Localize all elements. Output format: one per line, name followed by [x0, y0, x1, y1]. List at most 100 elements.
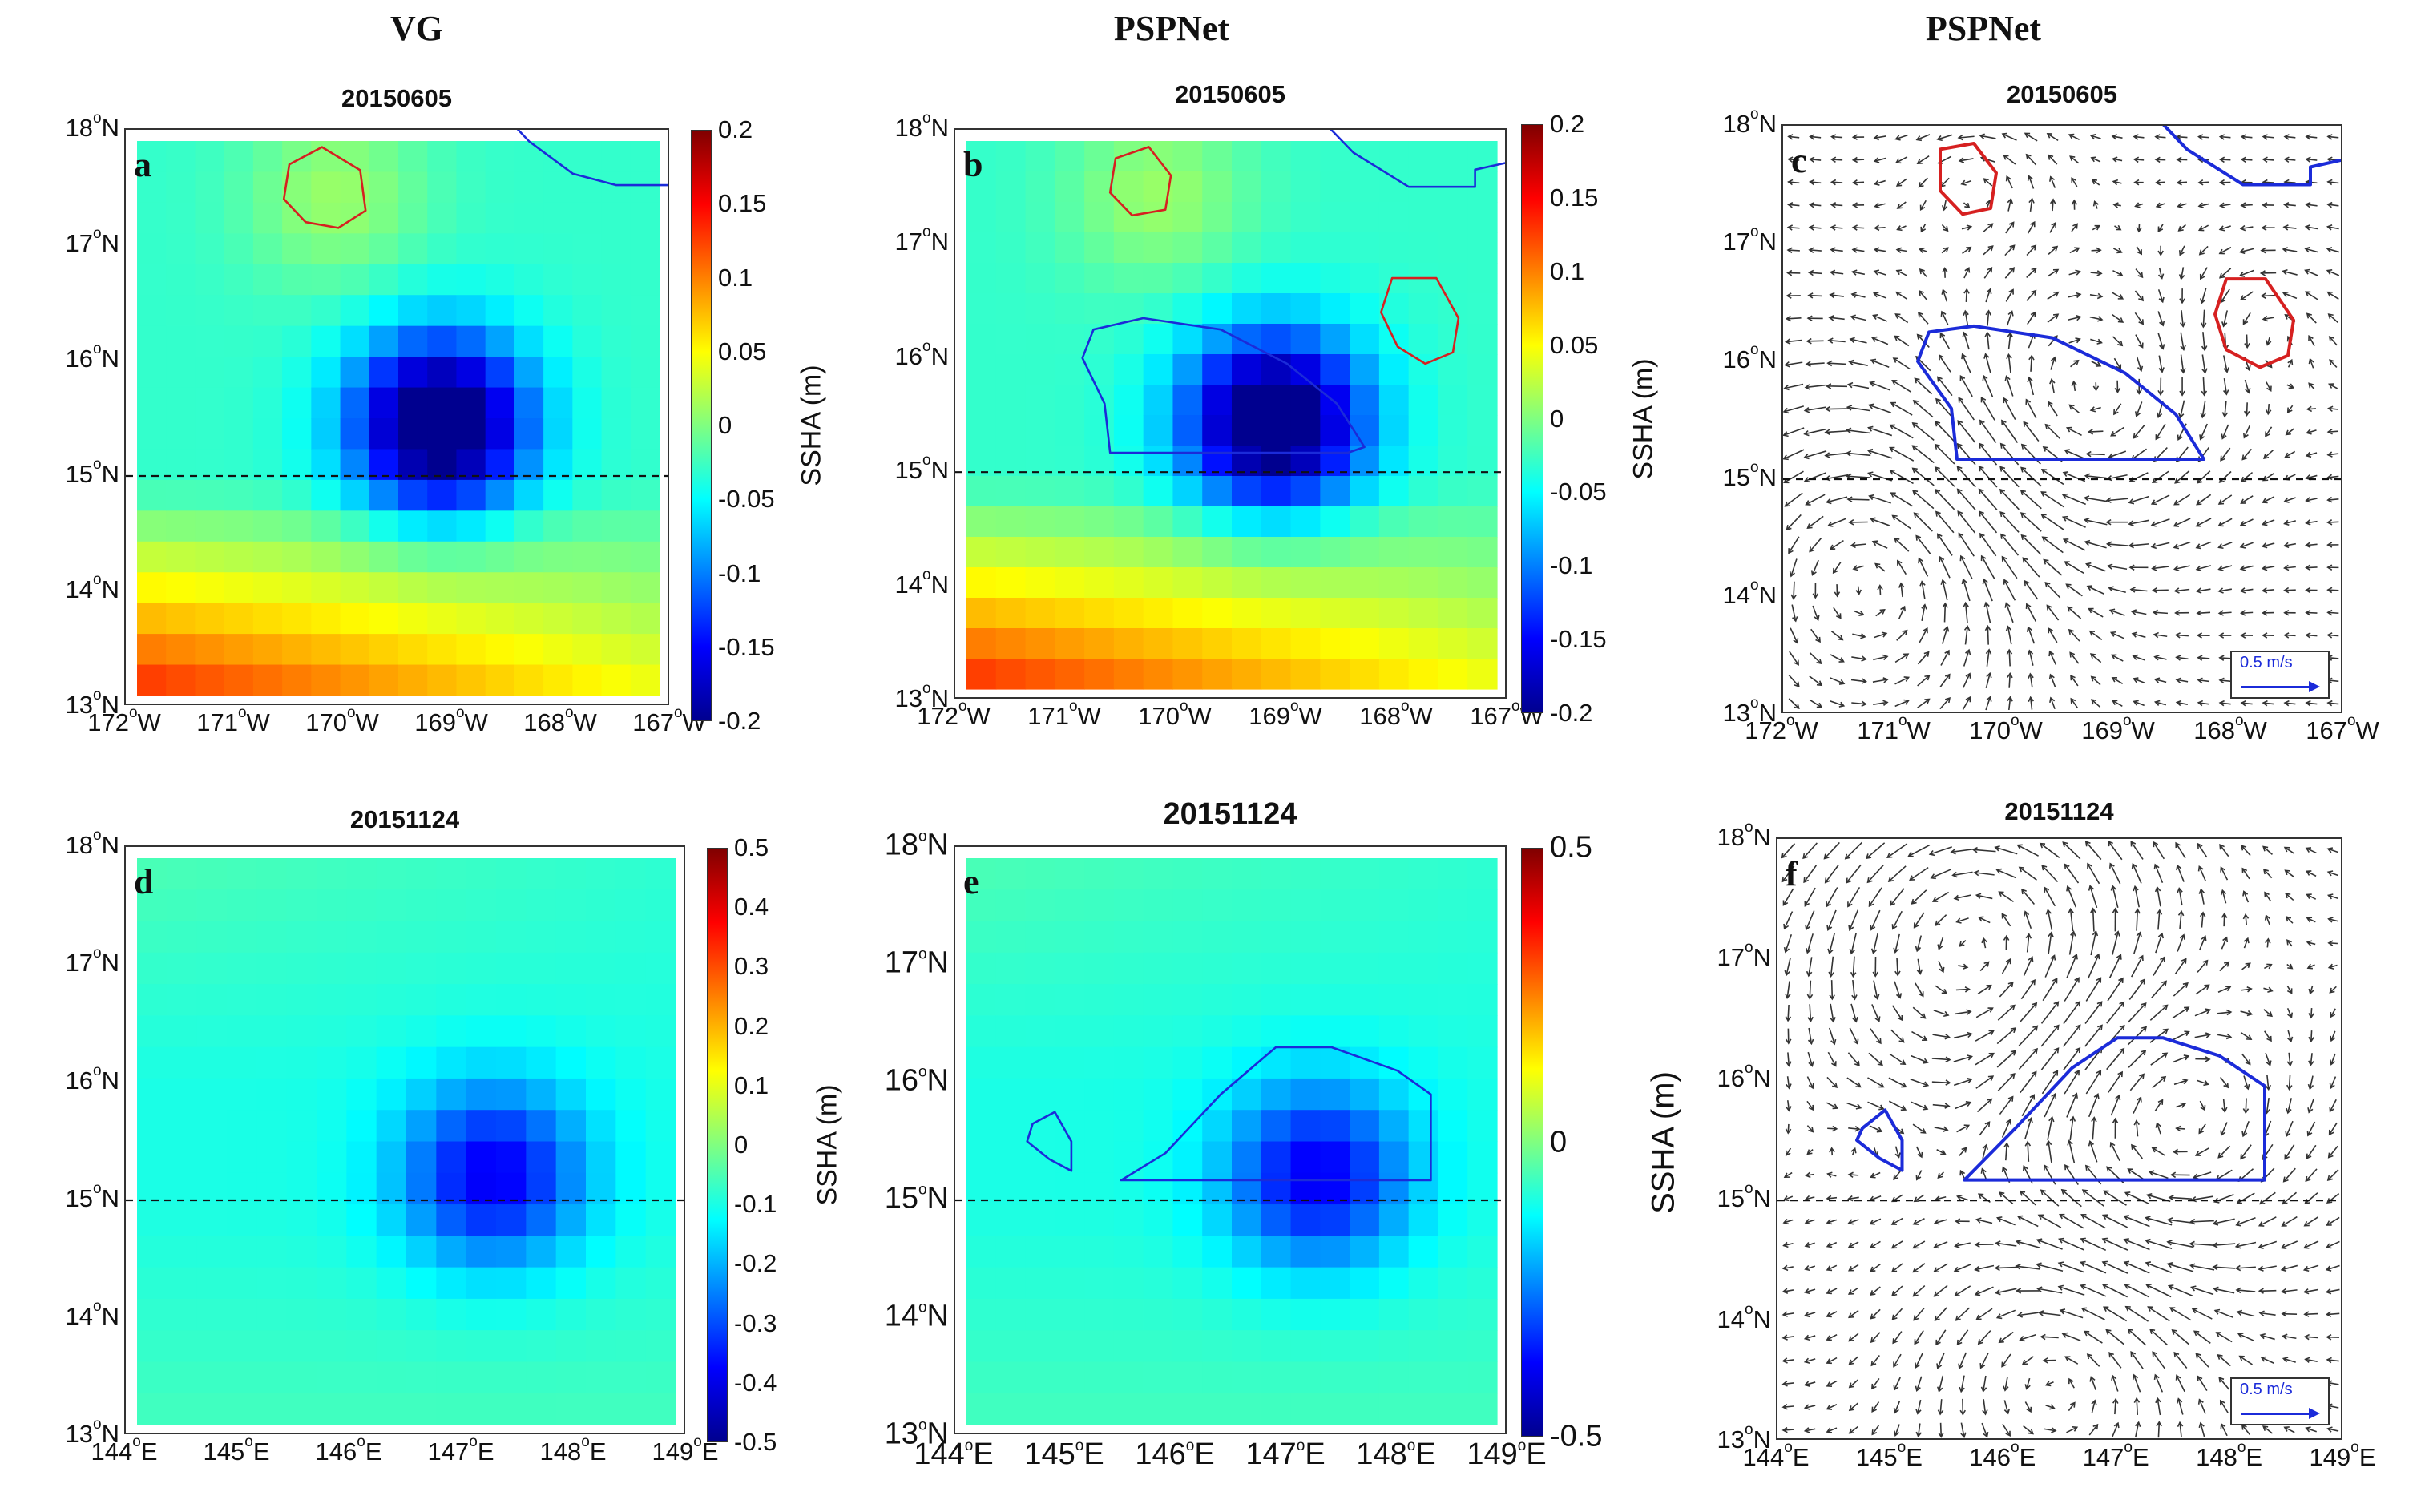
- velocity-arrow: [2145, 1238, 2173, 1250]
- velocity-arrow: [1957, 510, 1976, 534]
- ssha-cell: [1438, 952, 1468, 985]
- ssha-cell: [436, 1078, 467, 1111]
- velocity-arrow: [2234, 1241, 2257, 1249]
- velocity-arrow: [1869, 1125, 1883, 1133]
- ssha-cell: [1320, 232, 1350, 264]
- ssha-cell: [1232, 952, 1262, 985]
- velocity-arrow: [2303, 1240, 2319, 1249]
- velocity-arrow: [1959, 939, 1967, 947]
- velocity-arrow: [1894, 699, 1910, 708]
- ssha-cell: [376, 1330, 407, 1363]
- velocity-arrow: [1911, 1101, 1929, 1111]
- velocity-arrow: [1826, 1171, 1837, 1178]
- ssha-cell: [252, 387, 283, 419]
- velocity-arrow: [2064, 977, 2080, 1002]
- ssha-cell: [1232, 415, 1262, 446]
- velocity-arrow: [1830, 700, 1846, 708]
- y-tick-label: 16oN: [894, 337, 949, 370]
- ssha-cell: [1320, 1110, 1350, 1143]
- ssha-cell: [630, 603, 660, 635]
- velocity-arrow: [1803, 1381, 1816, 1387]
- velocity-arrow: [1934, 466, 1955, 487]
- ssha-cell: [1408, 324, 1439, 355]
- velocity-arrow: [2041, 865, 2059, 883]
- ssha-cell: [427, 634, 458, 666]
- ssha-cell: [1143, 1361, 1174, 1394]
- ssha-cell: [966, 921, 997, 954]
- velocity-arrow: [1870, 933, 1878, 954]
- velocity-arrow: [2108, 586, 2126, 594]
- cyclonic-eddy-contour: [2162, 126, 2341, 187]
- ssha-cell: [317, 1330, 347, 1363]
- velocity-arrow: [2057, 1284, 2085, 1296]
- ssha-cell: [456, 603, 486, 635]
- velocity-arrow: [2261, 224, 2275, 231]
- ssha-cell: [346, 1141, 377, 1174]
- colorbar-tick-label: 0.4: [734, 893, 769, 921]
- velocity-arrow: [2086, 1353, 2100, 1367]
- velocity-arrow: [1958, 397, 1975, 421]
- velocity-arrow: [2222, 377, 2229, 396]
- velocity-arrow: [2240, 632, 2254, 639]
- ssha-cell: [137, 387, 167, 419]
- velocity-arrow: [2198, 1421, 2205, 1437]
- velocity-arrow: [2308, 357, 2314, 369]
- velocity-arrow: [2197, 865, 2206, 881]
- velocity-arrow: [2240, 1010, 2254, 1017]
- ssha-cell: [1290, 1141, 1321, 1174]
- ssha-cell: [398, 202, 428, 234]
- velocity-arrow: [1847, 1052, 1860, 1066]
- ssha-cell: [966, 202, 997, 233]
- ssha-cell: [317, 1236, 347, 1268]
- velocity-arrow: [2007, 331, 2014, 349]
- velocity-arrow: [2166, 1240, 2194, 1248]
- velocity-arrow: [1874, 202, 1886, 209]
- velocity-arrow: [1894, 1146, 1901, 1159]
- velocity-arrow: [2326, 496, 2339, 503]
- colorbar-tick-label: -0.2: [718, 707, 761, 735]
- velocity-arrow: [1787, 134, 1800, 140]
- velocity-arrow: [1826, 1333, 1838, 1341]
- ssha-cell: [615, 984, 647, 1016]
- velocity-arrow: [1894, 313, 1909, 324]
- ssha-cell: [1408, 415, 1439, 446]
- ssha-cell: [1143, 921, 1174, 954]
- colorbar-tick-label: -0.15: [1550, 625, 1607, 654]
- velocity-arrow: [2195, 541, 2212, 550]
- ssha-cell: [466, 921, 497, 954]
- velocity-arrow: [2176, 179, 2188, 186]
- ssha-cell: [526, 1330, 557, 1363]
- velocity-arrow: [2154, 156, 2166, 163]
- velocity-arrow: [1833, 607, 1842, 619]
- ssha-cell: [1172, 202, 1203, 233]
- velocity-arrow: [1790, 581, 1797, 600]
- ssha-cell: [406, 889, 437, 922]
- x-tick-label: 171oW: [196, 704, 270, 736]
- ssha-cell: [1113, 1361, 1144, 1394]
- colorbar-tick-label: 0.1: [718, 263, 753, 292]
- velocity-arrow: [1786, 247, 1800, 254]
- ssha-cell: [1438, 1078, 1468, 1111]
- y-tick-label: 18oN: [65, 826, 119, 859]
- velocity-arrow: [1851, 700, 1867, 708]
- ssha-cell: [1290, 1298, 1321, 1331]
- ssha-cell: [1350, 598, 1380, 629]
- ssha-cell: [1113, 659, 1144, 690]
- ssha-cell: [1202, 889, 1233, 922]
- velocity-arrow: [2306, 312, 2317, 324]
- ssha-cell: [224, 387, 254, 419]
- ssha-cell: [1378, 921, 1410, 954]
- ssha-cell: [1320, 537, 1350, 568]
- colorbar-tick-label: -0.05: [1550, 478, 1607, 506]
- ssha-cell: [966, 858, 997, 890]
- velocity-arrow: [1847, 1287, 1859, 1295]
- ssha-cell: [995, 628, 1027, 659]
- ssha-cell: [256, 1298, 288, 1331]
- velocity-arrow: [1973, 869, 1995, 877]
- velocity-arrow: [2153, 863, 2164, 883]
- velocity-arrow: [2218, 470, 2232, 483]
- ssha-cell: [286, 1015, 317, 1048]
- ssha-cell: [1232, 858, 1262, 890]
- velocity-arrow: [2047, 1115, 2055, 1140]
- ssha-cell: [195, 357, 225, 389]
